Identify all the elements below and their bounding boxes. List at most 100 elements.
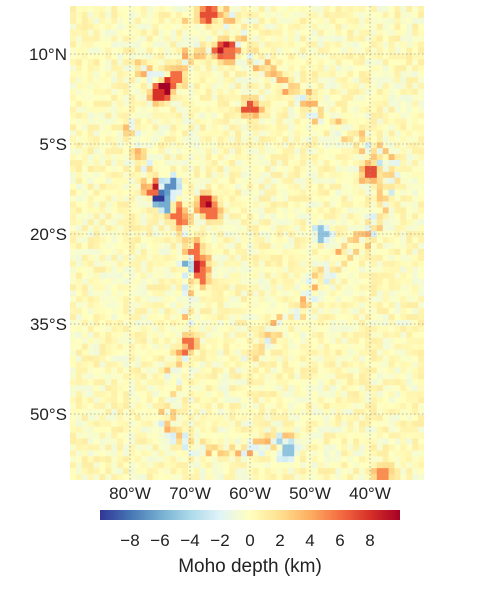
heatmap-cell <box>353 77 360 84</box>
heatmap-cell <box>117 118 124 125</box>
heatmap-cell <box>134 148 142 155</box>
heatmap-cell <box>140 112 147 119</box>
heatmap-cell <box>412 272 419 279</box>
heatmap-cell <box>412 385 419 392</box>
heatmap-cell <box>70 189 77 196</box>
heatmap-cell <box>75 118 83 125</box>
heatmap-cell <box>146 367 153 374</box>
heatmap-cell <box>205 397 212 404</box>
heatmap-cell <box>170 290 177 297</box>
heatmap-cell <box>93 308 100 315</box>
heatmap-cell <box>146 290 153 297</box>
heatmap-cell <box>264 225 271 232</box>
heatmap-cell <box>188 118 195 125</box>
heatmap-cell <box>288 361 295 368</box>
heatmap-cell <box>170 254 177 262</box>
heatmap-cell <box>99 367 106 374</box>
heatmap-cell <box>347 254 354 262</box>
heatmap-cell <box>365 29 372 36</box>
heatmap-cell <box>247 189 254 196</box>
heatmap-cell <box>140 154 147 161</box>
heatmap-cell <box>129 367 136 374</box>
heatmap-cell <box>359 71 366 78</box>
heatmap-cell <box>329 474 336 480</box>
heatmap-cell <box>223 420 230 427</box>
heatmap-cell <box>270 355 277 362</box>
heatmap-cell <box>388 349 395 356</box>
heatmap-cell <box>111 266 118 273</box>
heatmap-cell <box>270 438 277 445</box>
heatmap-cell <box>70 142 77 149</box>
heatmap-cell <box>152 325 159 333</box>
heatmap-cell <box>70 290 77 297</box>
heatmap-cell <box>282 385 289 392</box>
heatmap-cell <box>199 343 206 350</box>
heatmap-cell <box>229 53 236 60</box>
heatmap-cell <box>158 438 165 445</box>
heatmap-cell <box>199 385 206 392</box>
heatmap-cell <box>412 130 419 137</box>
heatmap-cell <box>188 77 195 84</box>
heatmap-cell <box>223 100 230 108</box>
heatmap-cell <box>370 296 378 303</box>
heatmap-cell <box>123 29 130 36</box>
heatmap-cell <box>164 302 171 309</box>
heatmap-cell <box>205 367 212 374</box>
heatmap-cell <box>394 331 401 339</box>
heatmap-cell <box>335 35 342 42</box>
heatmap-cell <box>323 361 330 368</box>
heatmap-cell <box>199 189 206 196</box>
heatmap-cell <box>400 65 407 72</box>
heatmap-cell <box>282 142 289 149</box>
heatmap-cell <box>146 225 153 232</box>
heatmap-cell <box>258 213 265 220</box>
heatmap-cell <box>388 343 395 350</box>
heatmap-cell <box>235 35 242 42</box>
heatmap-cell <box>365 450 372 457</box>
heatmap-cell <box>341 124 348 131</box>
heatmap-cell <box>288 29 295 36</box>
heatmap-cell <box>317 118 324 125</box>
heatmap-cell <box>370 189 378 196</box>
heatmap-cell <box>382 11 389 19</box>
heatmap-cell <box>311 171 319 179</box>
heatmap-cell <box>376 373 383 380</box>
heatmap-cell <box>317 213 324 220</box>
heatmap-cell <box>140 290 147 297</box>
heatmap-cell <box>152 432 159 439</box>
heatmap-cell <box>347 83 354 90</box>
heatmap-cell <box>223 71 230 78</box>
heatmap-cell <box>182 367 189 374</box>
heatmap-cell <box>146 314 153 321</box>
heatmap-cell <box>193 231 201 238</box>
heatmap-cell <box>158 94 165 102</box>
heatmap-cell <box>282 402 289 410</box>
heatmap-cell <box>93 237 100 244</box>
heatmap-cell <box>129 373 136 380</box>
heatmap-cell <box>241 165 248 173</box>
heatmap-cell <box>388 290 395 297</box>
heatmap-cell <box>217 171 224 179</box>
heatmap-cell <box>241 468 248 475</box>
heatmap-cell <box>199 225 206 232</box>
heatmap-cell <box>412 450 419 457</box>
heatmap-cell <box>300 207 307 214</box>
heatmap-cell <box>158 112 165 119</box>
heatmap-cell <box>258 23 265 30</box>
heatmap-cell <box>282 23 289 30</box>
heatmap-cell <box>247 438 254 445</box>
heatmap-cell <box>229 94 236 102</box>
heatmap-cell <box>394 11 401 19</box>
heatmap-cell <box>152 254 159 262</box>
heatmap-cell <box>406 6 413 13</box>
heatmap-cell <box>205 325 212 333</box>
heatmap-cell <box>376 367 383 374</box>
heatmap-cell <box>264 474 271 480</box>
heatmap-cell <box>188 397 195 404</box>
heatmap-cell <box>252 41 260 48</box>
heatmap-cell <box>418 83 424 90</box>
heatmap-cell <box>329 402 336 410</box>
heatmap-cell <box>111 474 118 480</box>
heatmap-cell <box>152 243 159 250</box>
heatmap-cell <box>282 302 289 309</box>
